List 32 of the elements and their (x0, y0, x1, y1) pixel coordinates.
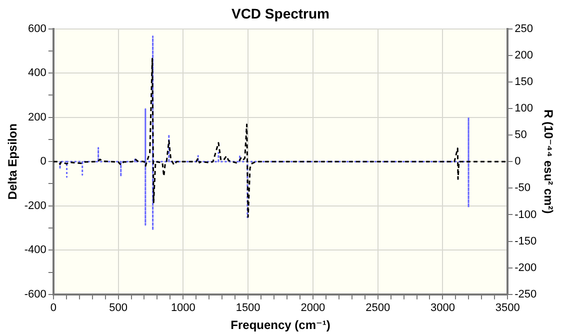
x-tick-label: 3500 (495, 302, 520, 314)
chart-title: VCD Spectrum (231, 5, 330, 22)
y2-tick-label: 200 (514, 49, 533, 62)
x-tick-label: 500 (109, 302, 128, 314)
y2-tick-label: 50 (514, 129, 527, 142)
y2-tick-label: -100 (514, 208, 537, 221)
x-axis-title: Frequency (cm⁻¹) (230, 318, 330, 332)
y-tick-label: -400 (24, 244, 46, 256)
y-tick-label: -600 (24, 288, 46, 300)
line-series (59, 35, 470, 231)
x-tick-label: 2500 (366, 302, 390, 314)
x-tick-label: 3000 (430, 302, 455, 314)
y2-tick-label: 100 (514, 102, 533, 115)
y2-tick-label: -150 (514, 235, 537, 248)
y2-tick-label: -250 (514, 288, 537, 300)
y2-axis-title: R (10⁻⁴⁴ esu² cm²) (541, 109, 556, 214)
y2-tick-label: 150 (514, 76, 533, 88)
y-axis-title: Delta Epsilon (6, 124, 20, 200)
line-series (53, 58, 508, 218)
x-tick-label: 0 (50, 302, 56, 314)
x-tick-label: 1000 (170, 302, 196, 314)
y2-tick-label: 0 (514, 156, 521, 168)
y-tick-label: -200 (24, 200, 46, 212)
x-tick-label: 1500 (236, 302, 260, 314)
y-tick-label: 400 (28, 67, 46, 80)
y2-tick-label: 250 (514, 22, 533, 35)
y-tick-label: 200 (28, 111, 46, 124)
y-tick-label: 0 (40, 156, 46, 168)
y2-tick-label: -200 (514, 262, 537, 274)
x-tick-label: 2000 (300, 302, 326, 314)
y-tick-label: 600 (28, 22, 46, 35)
y2-tick-label: -50 (514, 182, 530, 194)
